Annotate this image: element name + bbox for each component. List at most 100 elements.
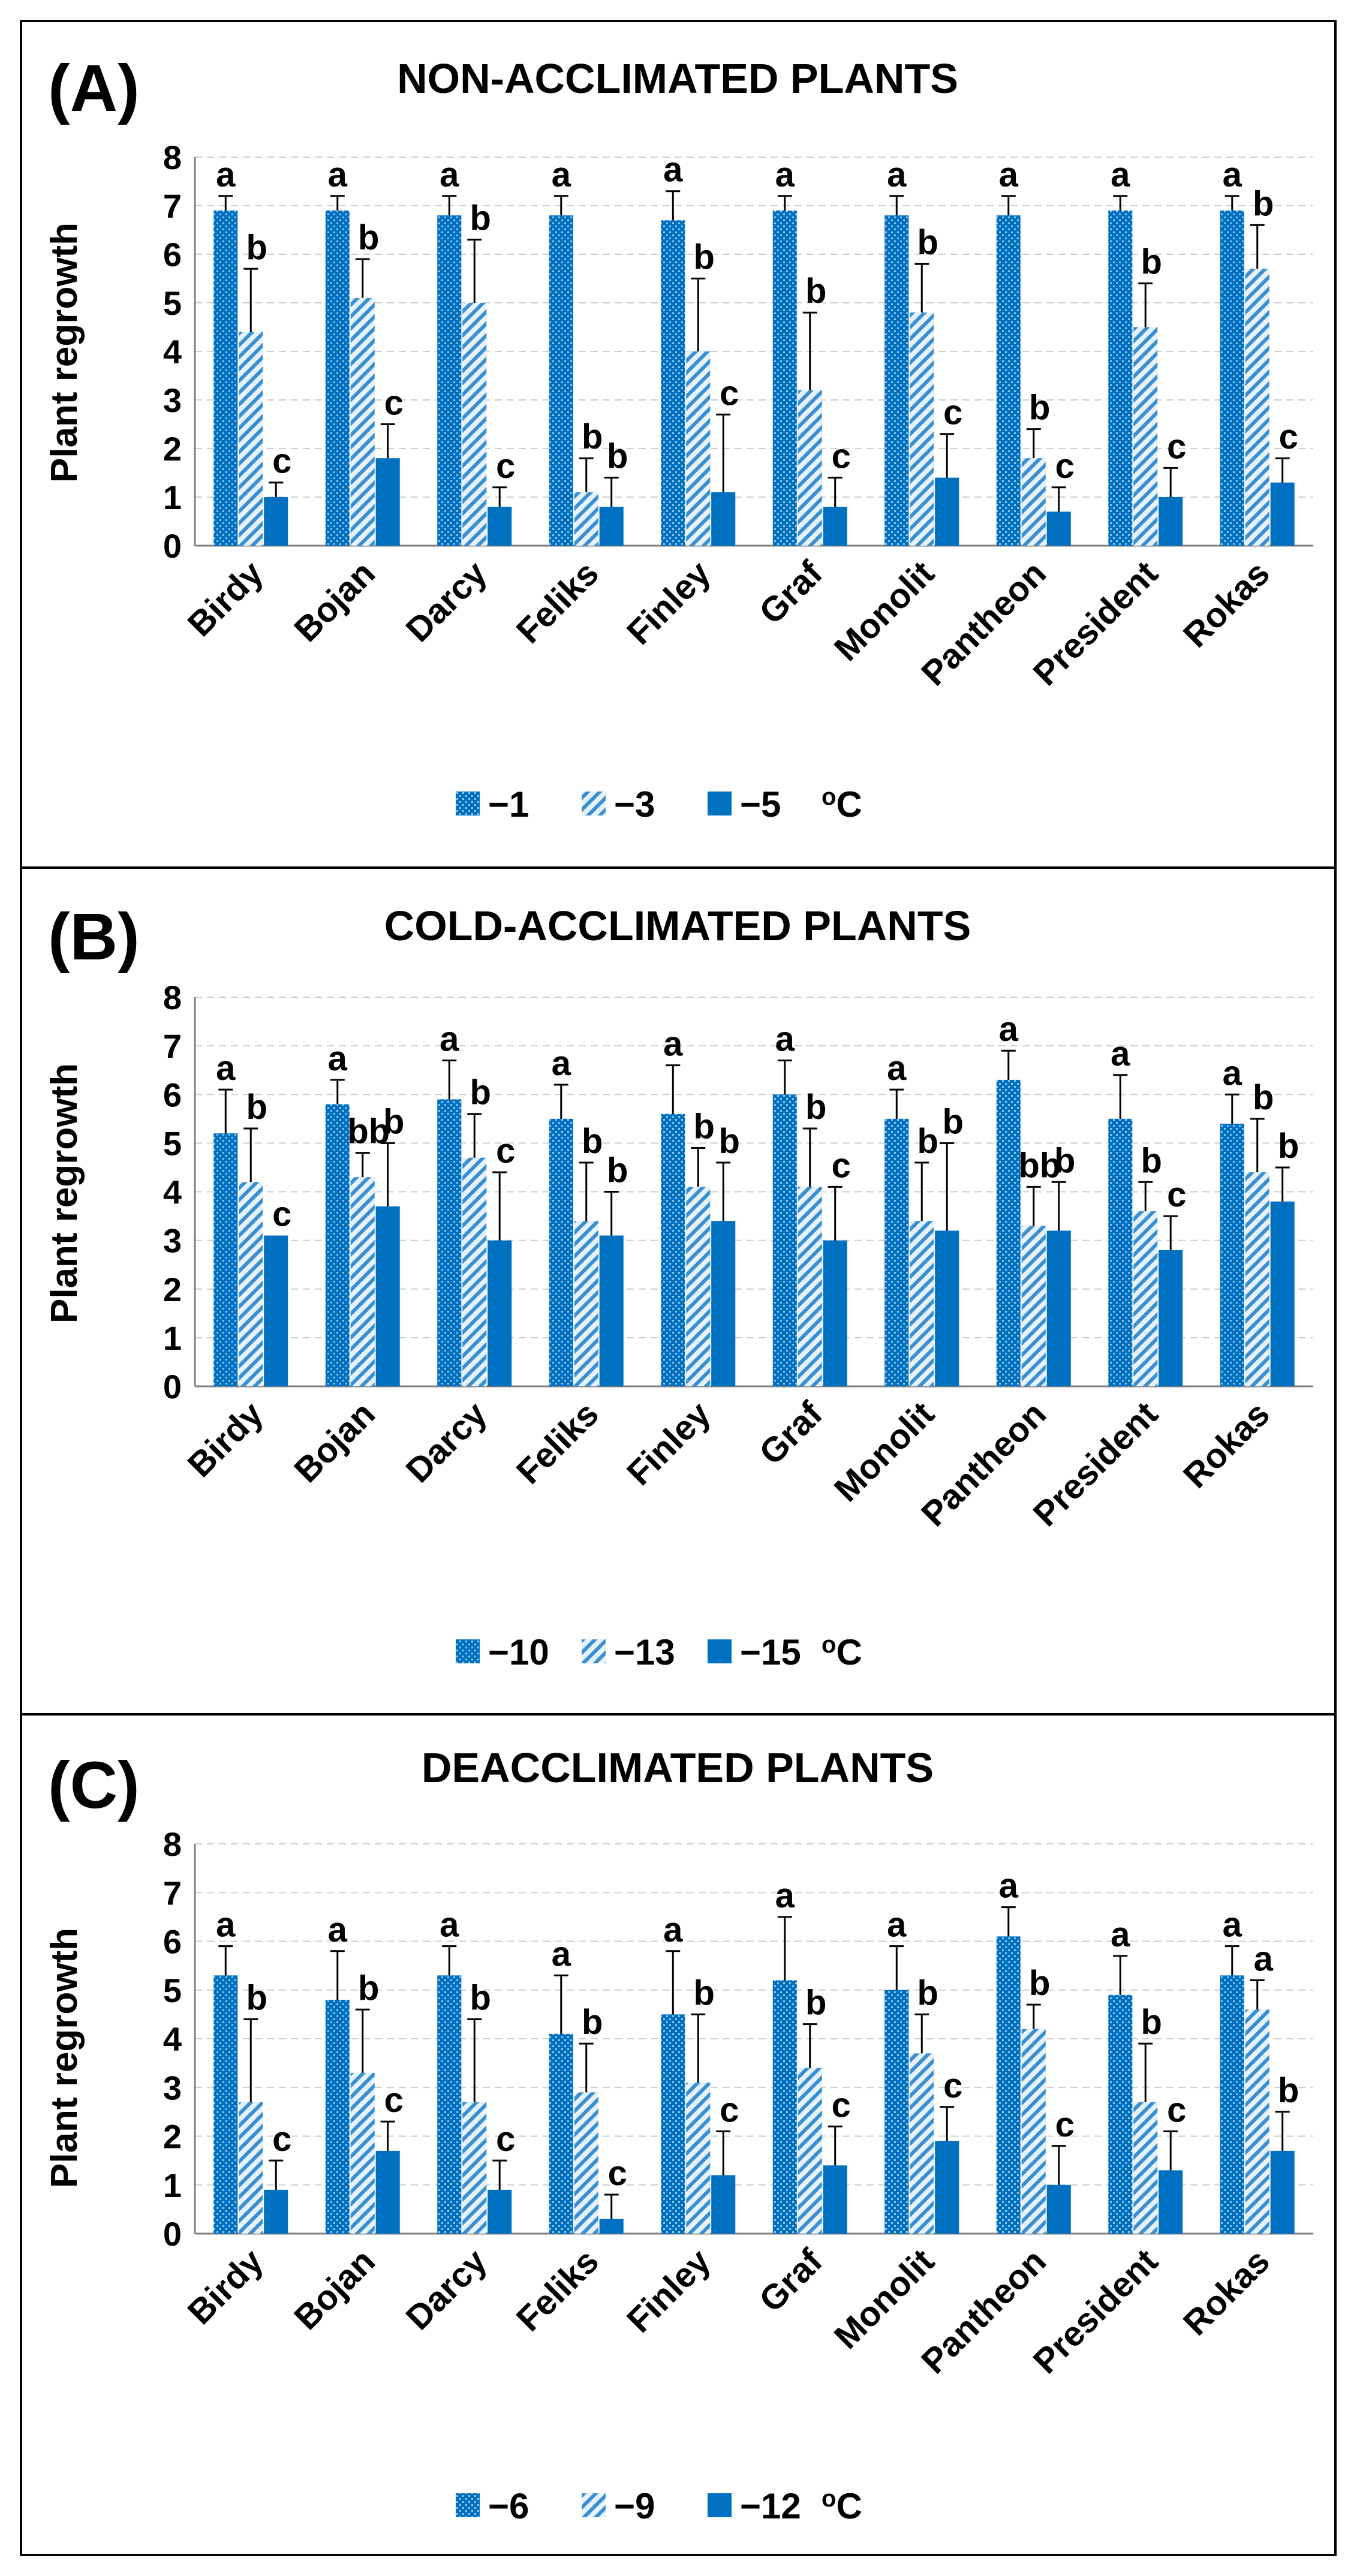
panel-a-significance-letter: b xyxy=(246,228,267,267)
panel-a-bar-rokas-series-1 xyxy=(1245,269,1269,546)
panel-b-bar-feliks-series-0 xyxy=(549,1118,573,1386)
panel-a-legend-label: −3 xyxy=(614,784,655,824)
panel-b-significance-letter: b xyxy=(582,1122,603,1161)
panel-a-bar-finley-series-2 xyxy=(711,492,736,546)
panel-b-bar-pantheon-series-2 xyxy=(1046,1230,1071,1386)
panel-a-significance-letter: b xyxy=(917,223,938,262)
panel-b-significance-letter: c xyxy=(1167,1175,1186,1214)
panel-b-bar-pantheon-series-0 xyxy=(996,1079,1021,1386)
panel-c-significance-letter: a xyxy=(216,1906,236,1945)
panel-c-y-tick-label: 0 xyxy=(163,2215,182,2253)
panel-a-x-tick-label: Finley xyxy=(619,553,718,652)
panel-b-y-tick-label: 1 xyxy=(163,1319,182,1357)
panel-b-legend-label: −13 xyxy=(614,1632,675,1672)
panel-c-significance-letter: a xyxy=(1254,1940,1274,1979)
panel-b-title: COLD-ACCLIMATED PLANTS xyxy=(384,902,971,949)
panel-c-significance-letter: a xyxy=(999,1867,1019,1906)
panel-b-bar-pantheon-series-1 xyxy=(1021,1226,1046,1386)
panel-c-x-tick-label: Feliks xyxy=(509,2241,606,2339)
panel-b-bar-graf-series-2 xyxy=(823,1240,847,1386)
panel-a-bar-monolit-series-2 xyxy=(935,477,959,546)
panel-a-significance-letter: c xyxy=(272,442,291,481)
panel-c-x-tick-label: Rokas xyxy=(1176,2241,1277,2343)
panel-a-y-axis-label: Plant regrowth xyxy=(44,222,85,483)
panel-b-legend-swatch xyxy=(708,1639,732,1663)
panel-c-y-tick-label: 7 xyxy=(163,1874,182,1912)
panel-b-significance-letter: b xyxy=(718,1122,739,1161)
panel-b-y-tick-label: 0 xyxy=(163,1368,182,1406)
panel-b-bar-president-series-1 xyxy=(1133,1211,1158,1386)
panel-a-significance-letter: c xyxy=(384,384,404,423)
panel-c-significance-letter: a xyxy=(1223,1906,1242,1945)
panel-c-y-axis-label: Plant regrowth xyxy=(44,1928,85,2188)
panel-c-significance-letter: a xyxy=(887,1906,907,1945)
panel-a-significance-letter: c xyxy=(1055,447,1075,486)
panel-a-bar-bojan-series-0 xyxy=(325,210,350,546)
panel-c-significance-letter: c xyxy=(943,2066,962,2105)
panel-b-significance-letter: b xyxy=(470,1073,491,1112)
panel-a-legend: −1 −3 −5 oC xyxy=(456,784,862,824)
panel-c-bar-feliks-series-1 xyxy=(574,2092,598,2234)
panel-c-bar-rokas-series-1 xyxy=(1245,2009,1269,2234)
panel-b-bar-feliks-series-2 xyxy=(599,1235,624,1386)
panel-b-y-axis-label: Plant regrowth xyxy=(44,1063,85,1323)
panel-b-significance-letter: b xyxy=(1054,1141,1075,1180)
panel-c-bar-birdy-series-1 xyxy=(239,2102,263,2234)
panel-a-significance-letter: c xyxy=(1279,417,1298,456)
panel-a-x-tick-label: Rokas xyxy=(1176,553,1277,655)
panel-b-x-tick-label: Birdy xyxy=(180,1394,271,1485)
panel-c-bar-pantheon-series-0 xyxy=(996,1936,1021,2234)
panel-c-significance-letter: b xyxy=(805,1984,826,2023)
panel-b-x-tick-label: Finley xyxy=(619,1394,718,1492)
panel-c-bar-bojan-series-1 xyxy=(350,2072,375,2234)
panel-a-bar-president-series-0 xyxy=(1108,210,1133,546)
panel-a-bar-finley-series-0 xyxy=(661,220,685,546)
panel-b-legend-swatch xyxy=(456,1639,480,1663)
panel-b-significance-letter: a xyxy=(663,1025,683,1064)
panel-a-bar-birdy-series-2 xyxy=(264,497,288,546)
panel-c-bar-president-series-0 xyxy=(1108,1994,1133,2234)
panel-a-significance-letter: a xyxy=(1111,155,1130,194)
panel-b-x-tick-label: Bojan xyxy=(287,1394,383,1490)
panel-c-significance-letter: c xyxy=(608,2154,627,2193)
panel-a-legend-swatch xyxy=(708,792,732,815)
panel-a-bar-president-series-2 xyxy=(1159,497,1183,546)
panel-c-bar-graf-series-0 xyxy=(772,1980,797,2234)
panel-a-bar-rokas-series-2 xyxy=(1270,482,1295,546)
panel-b-significance-letter: a xyxy=(552,1044,571,1083)
panel-c-legend-label: −6 xyxy=(488,2486,529,2526)
panel-c-bar-feliks-series-2 xyxy=(599,2219,624,2234)
panel-b-bar-bojan-series-2 xyxy=(375,1206,400,1386)
panel-b-label: (B) xyxy=(48,900,140,974)
panel-b-bar-feliks-series-1 xyxy=(574,1221,598,1386)
panel-b-bar-president-series-0 xyxy=(1108,1118,1133,1386)
panel-c-significance-letter: b xyxy=(246,1979,267,2018)
panel-c-bar-graf-series-2 xyxy=(823,2165,847,2234)
panel-c-plot: 012345678abcBirdyabcBojanabcDarcyabcFeli… xyxy=(163,1825,1313,2381)
panel-b-x-tick-label: Graf xyxy=(752,1394,831,1473)
panel-b-significance-letter: c xyxy=(496,1131,515,1170)
panel-c-bar-graf-series-1 xyxy=(798,2068,822,2234)
panel-a-significance-letter: c xyxy=(832,437,851,476)
panel-b-x-tick-label: Monolit xyxy=(827,1394,942,1509)
panel-b-y-tick-label: 7 xyxy=(163,1027,182,1065)
panel-a-significance-letter: a xyxy=(440,155,459,194)
panel-b-bar-bojan-series-0 xyxy=(325,1104,350,1386)
panel-b-significance-letter: b xyxy=(942,1102,963,1141)
panel-c-bar-rokas-series-0 xyxy=(1220,1975,1244,2234)
panel-c-bar-finley-series-1 xyxy=(686,2083,711,2234)
panel-a-bar-pantheon-series-2 xyxy=(1046,511,1071,546)
panel-c-bar-finley-series-0 xyxy=(661,2014,685,2234)
panel-a-significance-letter: c xyxy=(720,374,739,413)
panel-c-x-tick-label: Finley xyxy=(619,2241,718,2340)
panel-b-legend-label: −10 xyxy=(488,1632,549,1672)
panel-a-bar-finley-series-1 xyxy=(686,351,711,546)
panel-a-significance-letter: b xyxy=(805,272,826,311)
panel-b-bar-darcy-series-1 xyxy=(462,1157,487,1386)
panel-b-legend-unit: oC xyxy=(822,1632,862,1672)
panel-b-significance-letter: b xyxy=(694,1107,715,1146)
panel-b-bar-birdy-series-1 xyxy=(239,1182,263,1386)
panel-a-bar-monolit-series-0 xyxy=(884,215,909,546)
panel-b-legend-swatch xyxy=(582,1639,606,1663)
panel-c-bar-president-series-1 xyxy=(1133,2102,1158,2234)
